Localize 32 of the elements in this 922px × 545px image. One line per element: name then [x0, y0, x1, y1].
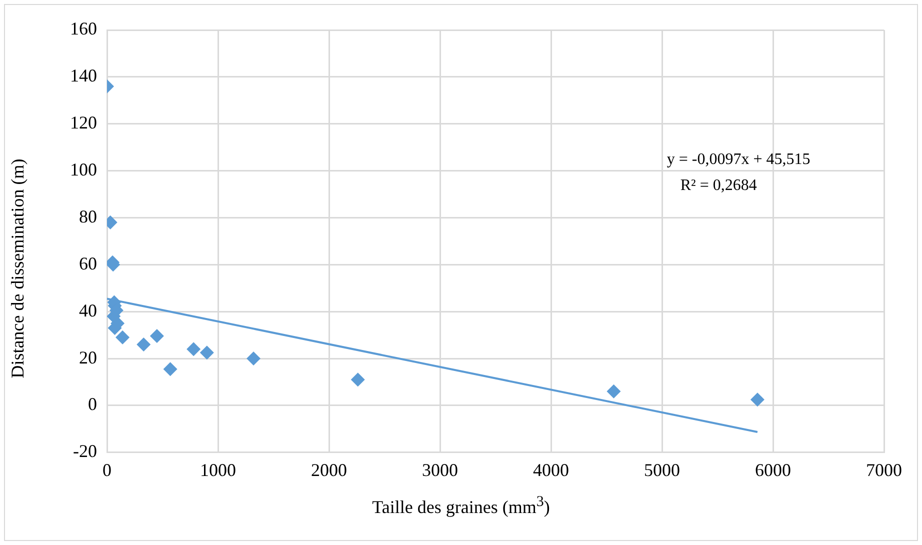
- x-tick-label: 0: [102, 460, 112, 480]
- y-tick-label: 20: [79, 347, 97, 368]
- y-tick-label: -20: [73, 441, 97, 462]
- point: [136, 337, 151, 352]
- y-tick-label: 140: [70, 66, 97, 86]
- y-tick-label: 100: [70, 160, 97, 180]
- annotation: y = -0,0097x + 45,515: [666, 151, 810, 168]
- x-tick-label: 4000: [533, 460, 569, 480]
- x-tick-label: 7000: [866, 460, 902, 480]
- point: [200, 346, 214, 360]
- x-tick-label: 5000: [644, 460, 680, 480]
- y-axis-title: Distance de dissemination (m): [8, 158, 28, 380]
- y-tick-label: 60: [79, 253, 97, 274]
- point: [750, 392, 764, 407]
- y-tick-label: 120: [70, 112, 97, 133]
- y-tick-label: 80: [79, 206, 97, 226]
- annotation: R² = 0,2684: [680, 177, 757, 194]
- y-tick-label: 0: [88, 394, 97, 414]
- x-tick-label: 6000: [755, 460, 791, 480]
- point: [163, 362, 178, 376]
- x-tick-label: 1000: [200, 460, 236, 480]
- y-tick-label: 40: [79, 300, 97, 320]
- point: [150, 329, 164, 344]
- x-axis-title: Taille des graines (mm$^{3}$): [371, 494, 551, 518]
- point: [350, 372, 365, 387]
- point: [116, 330, 130, 344]
- point: [606, 384, 621, 398]
- y-tick-label: 160: [70, 18, 97, 39]
- x-tick-label: 3000: [422, 460, 458, 480]
- point: [186, 342, 201, 356]
- x-tick-label: 2000: [311, 460, 347, 480]
- point: [246, 352, 261, 366]
